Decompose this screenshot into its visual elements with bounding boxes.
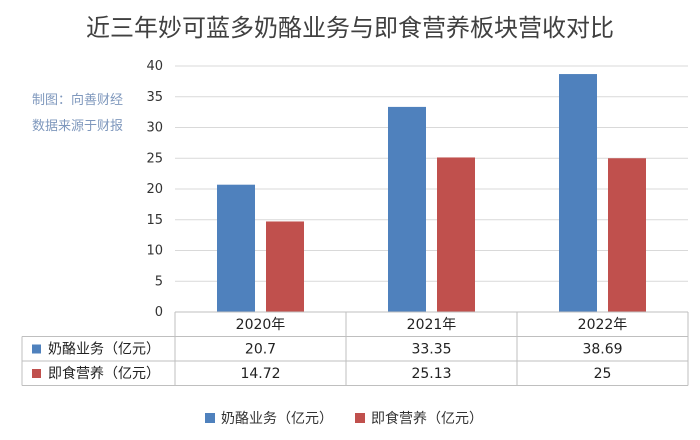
- bar-cheese-2: [388, 106, 426, 313]
- chart-credit: 制图：向善财经: [32, 92, 123, 108]
- table-cell-value: 33.35: [411, 342, 451, 358]
- bars: [217, 74, 646, 313]
- table-cell-value: 25: [594, 366, 612, 382]
- category-label: 2020年: [236, 317, 286, 333]
- y-tick-label: 5: [155, 274, 163, 289]
- y-tick-label: 35: [146, 90, 163, 105]
- y-tick-label: 15: [146, 213, 163, 228]
- category-label: 2021年: [407, 317, 457, 333]
- y-tick-label: 30: [146, 121, 163, 136]
- legend-swatch: [205, 413, 215, 423]
- y-tick-label: 40: [146, 59, 163, 74]
- data-source-note: 数据来源于财报: [32, 119, 123, 134]
- legend: 奶酪业务（亿元） 即食营养（亿元）: [205, 410, 483, 427]
- table-cell-value: 38.69: [582, 342, 622, 358]
- table-cell-value: 20.7: [245, 342, 276, 358]
- y-tick-label: 20: [146, 182, 163, 197]
- bar-cheese-1: [217, 184, 255, 312]
- bar-nutrition-3: [608, 158, 646, 312]
- bar-nutrition-1: [266, 221, 304, 312]
- table-series-name: 奶酪业务（亿元）: [48, 342, 160, 358]
- y-tick-label: 0: [155, 305, 163, 320]
- bar-cheese-3: [559, 74, 597, 312]
- table-series-name: 即食营养（亿元）: [48, 365, 160, 382]
- legend-label: 即食营养（亿元）: [371, 410, 483, 427]
- table-series-swatch: [32, 369, 41, 378]
- legend-label: 奶酪业务（亿元）: [221, 411, 333, 427]
- table-cell-value: 25.13: [411, 366, 451, 382]
- y-tick-label: 10: [146, 244, 163, 259]
- y-axis-ticks: 0 5 10 15 20 25 30 35 40: [146, 59, 163, 320]
- bar-nutrition-2: [437, 157, 475, 312]
- grid-lines: [175, 65, 688, 313]
- table-series-swatch: [32, 344, 41, 354]
- chart-title: 近三年妙可蓝多奶酪业务与即食营养板块营收对比: [86, 14, 614, 42]
- legend-swatch: [355, 413, 365, 423]
- category-label: 2022年: [578, 317, 628, 333]
- table-cell-value: 14.72: [240, 366, 280, 382]
- y-tick-label: 25: [146, 151, 163, 166]
